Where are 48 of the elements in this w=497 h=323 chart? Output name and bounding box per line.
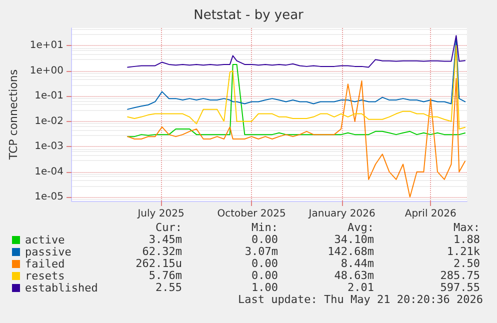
y-tick-label: 1e-05 — [34, 192, 64, 203]
text: 1.88 — [454, 233, 480, 246]
line-series — [127, 78, 466, 198]
text: 1.00 — [252, 281, 278, 294]
x-tick-label: January 2026 — [308, 208, 376, 220]
text: 3.07m — [244, 245, 278, 258]
text: 142.68m — [328, 245, 374, 258]
y-tick-label: 1e+01 — [30, 40, 64, 52]
text: Cur: — [156, 221, 182, 234]
x-tick-label: July 2025 — [136, 208, 184, 220]
text: 285.75 — [440, 269, 480, 282]
text: 0.00 — [252, 233, 278, 246]
line-series — [127, 38, 466, 110]
text: 48.63m — [334, 269, 374, 282]
y-tick-label: 1e-04 — [34, 166, 64, 178]
line-series — [127, 64, 466, 138]
text: 2.55 — [156, 281, 182, 294]
text: Max: — [454, 221, 480, 234]
y-tick-label: 1e-03 — [34, 141, 64, 152]
text: 2.50 — [454, 257, 480, 270]
text: 5.76m — [148, 269, 182, 282]
text: Avg: — [348, 221, 374, 234]
legend-label: established — [25, 282, 98, 294]
legend-label: active — [25, 234, 65, 246]
text: 3.45m — [148, 233, 182, 246]
text: 0.00 — [252, 257, 278, 270]
chart-title: Netstat - by year — [194, 8, 304, 23]
line-series — [127, 35, 466, 68]
text: 2.01 — [348, 281, 374, 294]
text: 8.44m — [340, 257, 374, 270]
text: 34.10m — [334, 233, 374, 246]
legend-label: resets — [25, 270, 65, 282]
text: 0.00 — [252, 269, 278, 282]
y-tick-label: 1e-01 — [34, 90, 64, 102]
x-tick-label: April 2026 — [404, 208, 456, 220]
y-tick-label: 1e-02 — [34, 116, 64, 127]
legend-label: passive — [25, 246, 72, 258]
text: 1.21k — [446, 245, 480, 258]
legend-label: failed — [25, 258, 65, 270]
y-tick-label: 1e+00 — [30, 65, 64, 76]
x-tick-label: October 2025 — [217, 208, 286, 220]
text: Min: — [252, 221, 278, 234]
text: Last update: Thu May 21 20:20:36 2026 — [238, 293, 483, 306]
text: 262.15u — [136, 257, 182, 270]
text: 62.32m — [142, 245, 182, 258]
line-series — [127, 45, 466, 130]
y-axis-title: TCP connections — [7, 69, 20, 161]
text: 597.55 — [440, 281, 480, 294]
